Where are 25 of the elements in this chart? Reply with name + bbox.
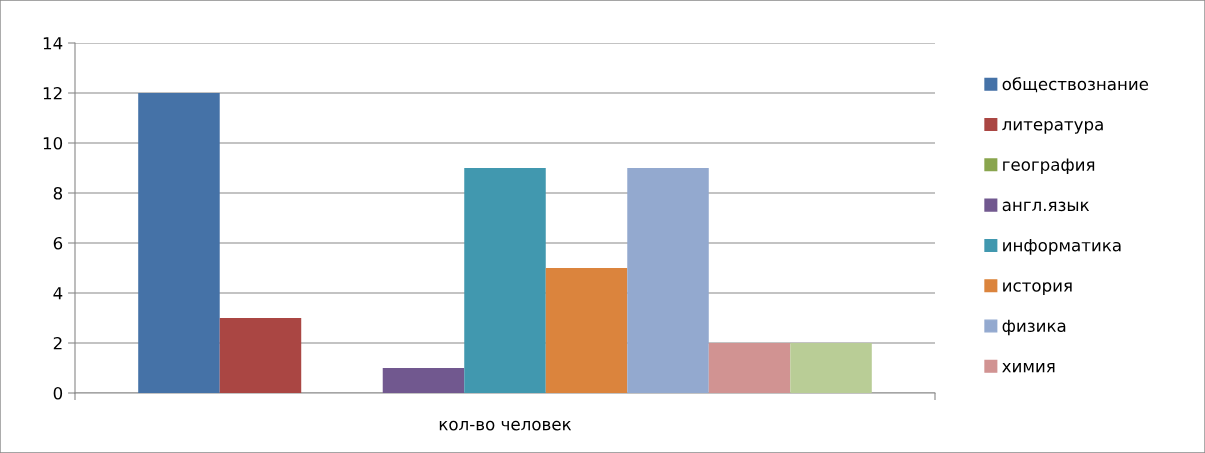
legend-label: обществознание: [1002, 77, 1149, 93]
bar: [464, 168, 546, 393]
legend-label: химия: [1002, 363, 1055, 373]
bar: [708, 343, 791, 393]
x-tick-label: кол-во человек: [439, 420, 572, 431]
bar: [138, 93, 220, 393]
y-tick-label: 4: [53, 287, 63, 300]
y-tick-label: 8: [53, 186, 63, 200]
bar: [545, 268, 628, 393]
legend-label: англ.язык: [1002, 201, 1090, 212]
bar: [627, 168, 709, 393]
bar: [790, 343, 872, 393]
y-tick-label: 2: [53, 336, 62, 350]
y-tick-label: 10: [43, 136, 63, 150]
y-tick-label: 12: [43, 86, 62, 100]
y-tick-label: 0: [53, 386, 63, 400]
legend-label: физика: [1002, 319, 1066, 336]
y-tick-label: 6: [53, 236, 63, 250]
bar: [219, 318, 302, 393]
y-tick-label: 14: [43, 37, 63, 50]
legend-label: география: [1003, 158, 1095, 175]
bar: [382, 368, 465, 393]
legend-label: информатика: [1003, 239, 1121, 255]
legend-label: литература: [1002, 121, 1103, 134]
legend-label: история: [1003, 282, 1072, 296]
